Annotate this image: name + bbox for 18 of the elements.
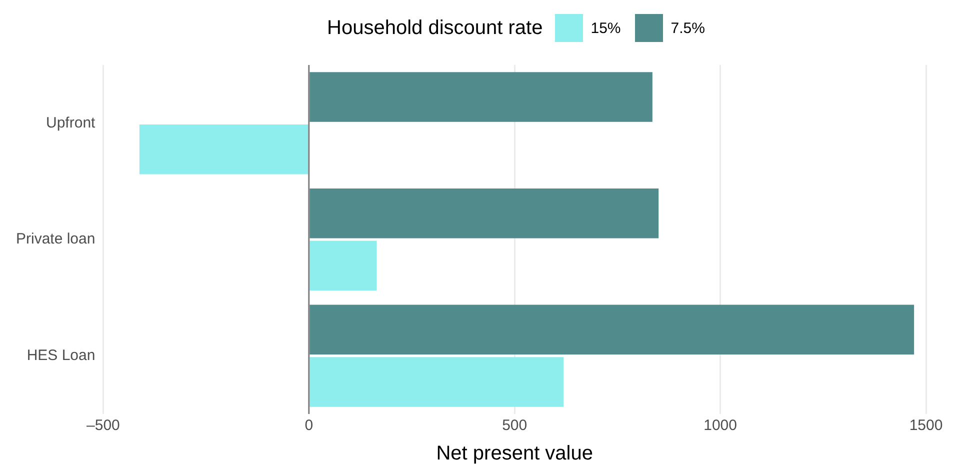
y-tick-label: Upfront xyxy=(46,114,96,132)
legend-title: Household discount rate xyxy=(327,16,543,40)
x-tick-label: 500 xyxy=(502,417,528,434)
x-tick-label: 1000 xyxy=(704,417,737,434)
bar xyxy=(139,124,308,174)
legend-label: 7.5% xyxy=(670,20,705,36)
bar xyxy=(310,357,564,407)
bar xyxy=(310,240,377,291)
bar xyxy=(310,304,914,355)
legend-label: 15% xyxy=(590,20,621,36)
y-tick-label: HES Loan xyxy=(26,346,96,364)
x-tick-label: 0 xyxy=(304,417,314,434)
x-axis-title: Net present value xyxy=(436,442,593,465)
x-tick-label: 1500 xyxy=(909,417,943,434)
bar xyxy=(310,72,652,122)
bar xyxy=(310,188,659,238)
x-tick-label: –500 xyxy=(86,417,120,434)
y-tick-label: Private loan xyxy=(16,230,96,248)
